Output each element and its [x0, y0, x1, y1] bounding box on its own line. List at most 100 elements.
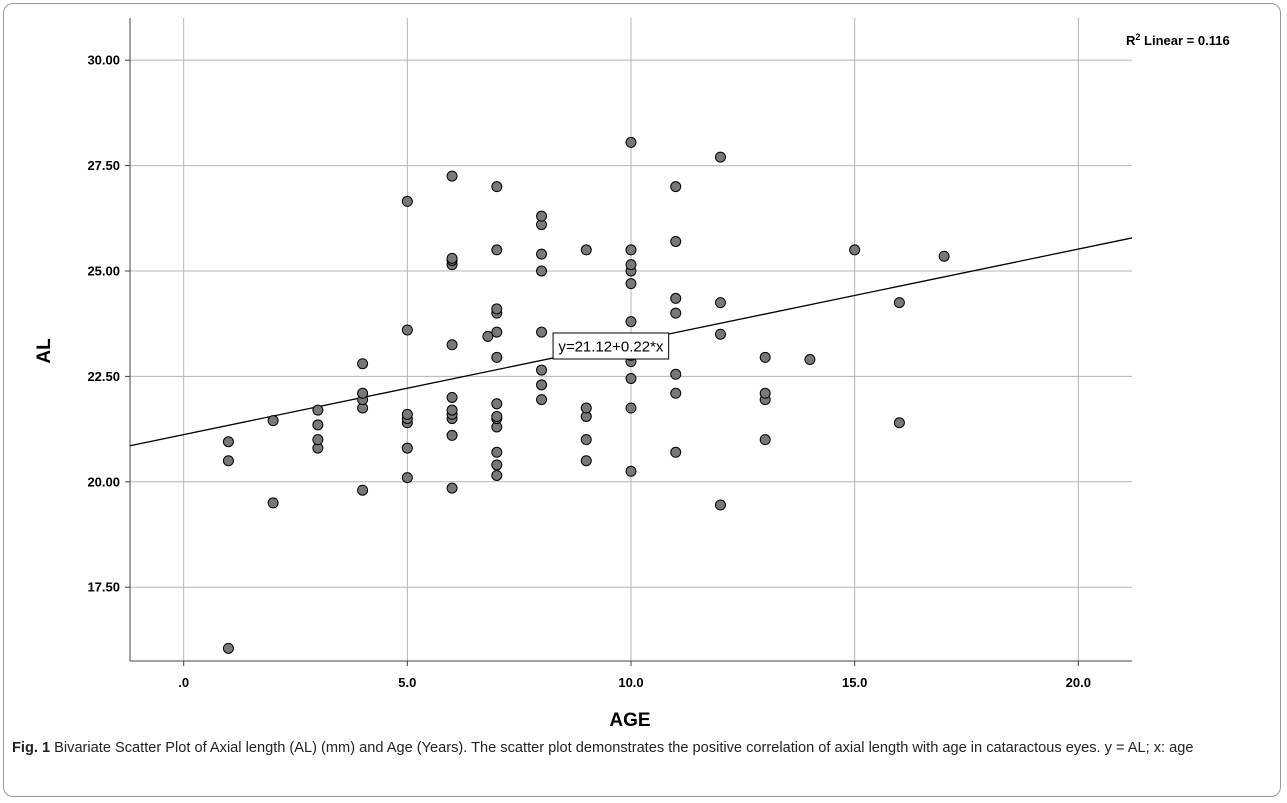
data-point [401, 408, 413, 420]
data-point [759, 434, 771, 446]
data-point [401, 195, 413, 207]
data-point [625, 316, 637, 328]
x-axis-title: AGE [609, 710, 650, 731]
x-tick-label: 20.0 [1066, 675, 1091, 690]
data-point [491, 469, 503, 481]
data-point [446, 404, 458, 416]
data-point [267, 497, 279, 509]
equation-text: y=21.12+0.22*x [558, 338, 664, 355]
figure-caption: Fig. 1 Bivariate Scatter Plot of Axial l… [12, 738, 1277, 758]
x-tick-label: 5.0 [398, 675, 416, 690]
data-point [938, 250, 950, 262]
data-point [759, 387, 771, 399]
caption-text: Bivariate Scatter Plot of Axial length (… [54, 740, 1194, 756]
data-point [625, 373, 637, 385]
y-tick-label: 20.00 [87, 474, 120, 489]
data-point [446, 429, 458, 441]
data-point [670, 387, 682, 399]
data-point [625, 278, 637, 290]
figure-label: Fig. 1 [12, 740, 51, 756]
data-point [625, 244, 637, 256]
data-point [670, 446, 682, 458]
data-point [625, 259, 637, 271]
data-point [222, 642, 234, 654]
y-tick-label: 27.50 [87, 158, 120, 173]
data-point [670, 181, 682, 193]
data-point [580, 402, 592, 414]
data-point [446, 252, 458, 264]
data-point [536, 265, 548, 277]
data-point [759, 351, 771, 363]
data-point [670, 292, 682, 304]
data-point [491, 244, 503, 256]
data-point [312, 434, 324, 446]
data-point [849, 244, 861, 256]
data-point [446, 391, 458, 403]
data-points [222, 136, 950, 654]
axes [125, 18, 1132, 666]
data-point [357, 484, 369, 496]
data-point [893, 417, 905, 429]
data-point [670, 368, 682, 380]
data-point [491, 398, 503, 410]
data-point [670, 235, 682, 247]
data-point [446, 482, 458, 494]
data-point [714, 499, 726, 511]
data-point [536, 394, 548, 406]
y-axis-title: AL [34, 338, 55, 364]
data-point [401, 324, 413, 336]
data-point [670, 307, 682, 319]
data-point [491, 446, 503, 458]
data-point [482, 330, 494, 342]
data-point [446, 339, 458, 351]
data-point [222, 455, 234, 467]
y-tick-label: 25.00 [87, 263, 120, 278]
data-point [536, 379, 548, 391]
data-point [625, 402, 637, 414]
data-point [536, 248, 548, 260]
r2-superscript: 2 [1135, 32, 1141, 42]
data-point [491, 459, 503, 471]
r2-prefix: R [1126, 33, 1136, 48]
equation-box [552, 332, 670, 360]
data-point [714, 297, 726, 309]
data-point [536, 326, 548, 338]
data-point [536, 210, 548, 222]
data-point [446, 170, 458, 182]
data-point [357, 358, 369, 370]
equation-label: y=21.12+0.22*x [552, 332, 670, 360]
y-tick-label: 17.50 [87, 580, 120, 595]
data-point [714, 151, 726, 163]
data-point [491, 410, 503, 422]
data-point [625, 136, 637, 148]
data-point [401, 472, 413, 484]
data-point [804, 354, 816, 366]
data-point [491, 351, 503, 363]
x-tick-label: 15.0 [842, 675, 867, 690]
data-point [222, 436, 234, 448]
x-tick-label: 10.0 [618, 675, 643, 690]
tick-labels: .0 5.0 10.0 15.0 20.0 17.50 20.00 22.50 25.00 27.… [87, 53, 1091, 690]
data-point [357, 387, 369, 399]
data-point [312, 419, 324, 431]
data-point [491, 303, 503, 315]
r2-value: Linear = 0.116 [1144, 33, 1230, 48]
data-point [401, 442, 413, 454]
r2-annotation: R2 Linear = 0.116 [1126, 32, 1230, 48]
data-point [536, 364, 548, 376]
data-point [312, 404, 324, 416]
data-point [893, 297, 905, 309]
data-point [491, 181, 503, 193]
x-tick-label: .0 [178, 675, 189, 690]
data-point [714, 328, 726, 340]
data-point [267, 415, 279, 427]
figure-frame [3, 3, 1281, 797]
data-point [580, 434, 592, 446]
data-point [625, 465, 637, 477]
data-point [580, 244, 592, 256]
data-point [580, 455, 592, 467]
y-tick-label: 30.00 [87, 53, 120, 68]
data-point [491, 326, 503, 338]
y-tick-label: 22.50 [87, 369, 120, 384]
